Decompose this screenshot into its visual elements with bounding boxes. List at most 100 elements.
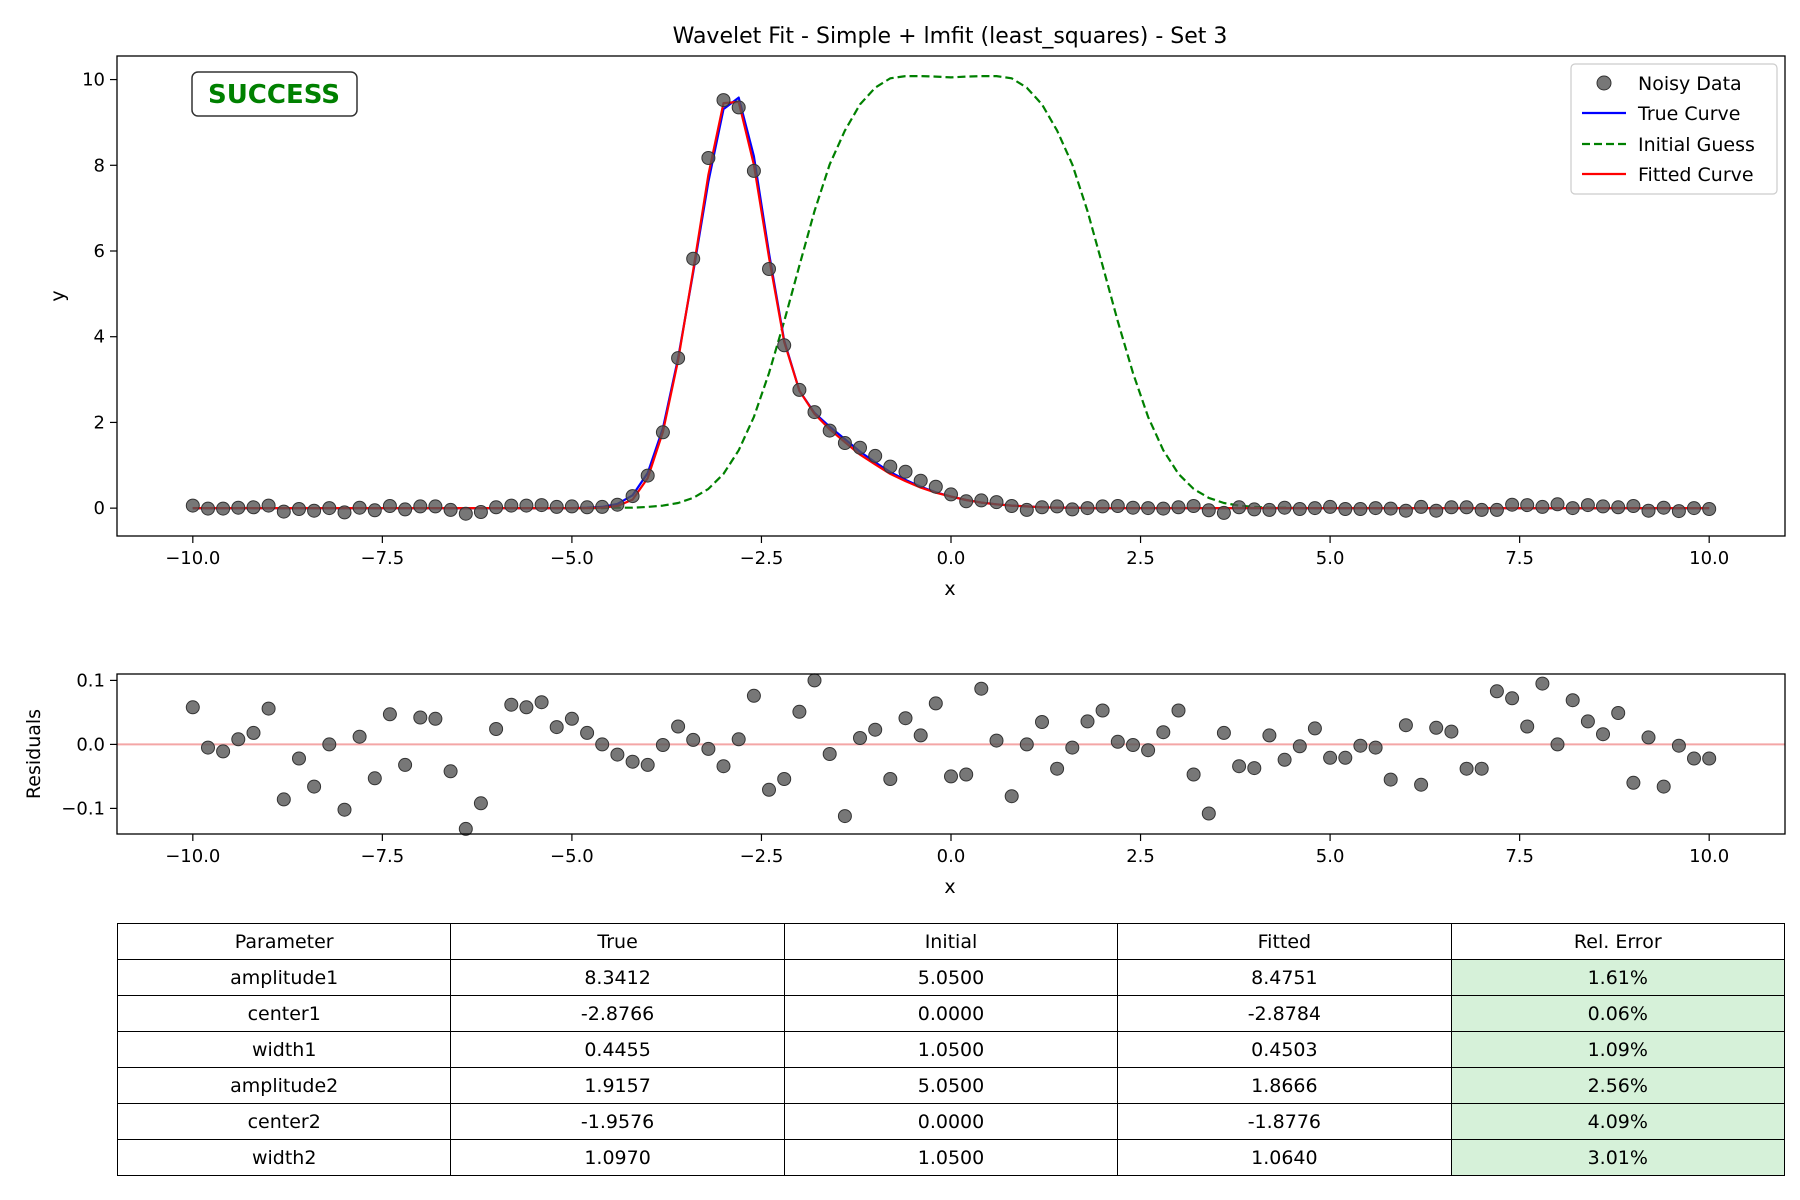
residual-point xyxy=(261,701,276,716)
noisy-data-point xyxy=(974,493,989,508)
table-row: amplitude2 1.9157 5.0500 1.8666 2.56% xyxy=(116,1067,1786,1104)
noisy-data-point xyxy=(1110,499,1125,513)
cell-rel-error: 4.09% xyxy=(1450,1103,1786,1140)
residual-point xyxy=(352,729,367,744)
cell-rel-error: 1.09% xyxy=(1450,1031,1786,1068)
noisy-data-point xyxy=(1232,500,1247,515)
table-row: amplitude1 8.3412 5.0500 8.4751 1.61% xyxy=(116,959,1786,996)
residuals-ytick-label: −0.1 xyxy=(61,798,105,819)
main-ytick-label: 2 xyxy=(94,412,105,433)
residual-point xyxy=(655,738,670,752)
noisy-data-point xyxy=(1262,502,1277,517)
noisy-data-point xyxy=(928,479,943,494)
noisy-data-point xyxy=(1671,504,1686,519)
noisy-data-point xyxy=(1126,500,1140,515)
noisy-data-point xyxy=(1429,503,1444,518)
residual-point xyxy=(292,751,306,766)
legend-label-true: True Curve xyxy=(1637,103,1740,125)
main-xtick-label: 0.0 xyxy=(937,548,966,569)
residual-point xyxy=(185,700,200,715)
residual-point xyxy=(1459,761,1474,776)
noisy-data-point xyxy=(959,494,974,509)
fitted-curve-line xyxy=(192,100,1710,510)
residual-point xyxy=(1596,727,1610,742)
cell-parameter: width1 xyxy=(116,1031,452,1068)
noisy-data-point xyxy=(216,501,231,516)
residual-point xyxy=(701,741,716,756)
noisy-data-point xyxy=(1186,499,1201,513)
noisy-data-point xyxy=(1338,502,1353,516)
col-header-parameter: Parameter xyxy=(116,923,452,960)
cell-true: -1.9576 xyxy=(450,1103,785,1140)
residuals-xtick-label: 5.0 xyxy=(1316,846,1345,867)
legend: Noisy Data True Curve Initial Guess Fitt… xyxy=(1570,63,1778,195)
table-row: width2 1.0970 1.0500 1.0640 3.01% xyxy=(116,1139,1786,1176)
noisy-data-point xyxy=(443,502,458,517)
noisy-data-point xyxy=(898,464,913,479)
residual-point xyxy=(1626,775,1641,790)
residual-point xyxy=(1580,714,1595,729)
residual-point xyxy=(1080,714,1095,729)
residual-point xyxy=(853,731,867,745)
noisy-data-point xyxy=(1702,502,1717,516)
residuals-xlabel: x xyxy=(944,876,955,898)
noisy-data-point xyxy=(1050,499,1065,514)
residual-point xyxy=(337,802,352,817)
main-xtick-label: 2.5 xyxy=(1126,548,1155,569)
residual-point xyxy=(382,707,397,722)
noisy-data-point xyxy=(504,498,519,513)
noisy-data-point xyxy=(307,503,322,518)
residual-point xyxy=(1110,734,1125,749)
residual-point xyxy=(1338,750,1353,765)
residual-point xyxy=(595,737,610,752)
noisy-data-point xyxy=(625,489,640,504)
residual-point xyxy=(1687,751,1701,766)
noisy-data-point xyxy=(246,500,261,515)
residual-point xyxy=(216,744,231,759)
noisy-data-point xyxy=(428,499,443,514)
residual-point xyxy=(1671,738,1686,753)
residual-point xyxy=(580,725,595,740)
cell-parameter: center2 xyxy=(116,1103,452,1140)
cell-rel-error: 2.56% xyxy=(1450,1067,1786,1104)
legend-marker-noisy xyxy=(1596,75,1612,91)
residual-point xyxy=(671,719,686,734)
residual-point xyxy=(1292,739,1307,754)
noisy-data-point xyxy=(1216,505,1231,520)
cell-rel-error: 0.06% xyxy=(1450,995,1786,1032)
legend-label-initial: Initial Guess xyxy=(1638,134,1755,156)
residual-point xyxy=(1050,761,1065,776)
residuals-ytick-label: 0.1 xyxy=(76,670,105,691)
residuals-xtick-label: 7.5 xyxy=(1505,846,1534,867)
noisy-data-point xyxy=(1505,497,1520,512)
residual-point xyxy=(974,681,989,696)
residual-point xyxy=(504,697,519,712)
noisy-data-point xyxy=(489,500,504,515)
residual-point xyxy=(307,779,322,794)
legend-box xyxy=(1570,63,1778,195)
cell-rel-error: 3.01% xyxy=(1450,1139,1786,1176)
residual-point xyxy=(1262,728,1277,743)
noisy-data-point xyxy=(1277,500,1292,515)
noisy-data-point xyxy=(398,502,413,517)
main-ytick-label: 8 xyxy=(94,155,105,176)
main-ylabel: y xyxy=(47,290,69,301)
residual-point xyxy=(686,732,701,747)
main-xtick-label: −7.5 xyxy=(361,548,405,569)
cell-fitted: 1.0640 xyxy=(1117,1139,1452,1176)
main-title: Wavelet Fit - Simple + lmfit (least_squa… xyxy=(673,24,1228,49)
residual-point xyxy=(913,728,928,743)
cell-initial: 1.0500 xyxy=(783,1139,1119,1176)
residual-point xyxy=(428,711,443,726)
cell-fitted: 8.4751 xyxy=(1117,959,1452,996)
noisy-data-point xyxy=(1474,502,1489,517)
residual-point xyxy=(443,764,458,779)
success-badge: SUCCESS xyxy=(191,71,358,117)
main-plot-area xyxy=(185,74,1717,521)
residual-point xyxy=(534,695,549,710)
main-xtick-label: 5.0 xyxy=(1316,548,1345,569)
residual-point xyxy=(1565,693,1580,708)
main-ytick-label: 10 xyxy=(82,70,105,91)
residual-point xyxy=(1383,772,1398,787)
noisy-data-point xyxy=(1444,500,1459,515)
